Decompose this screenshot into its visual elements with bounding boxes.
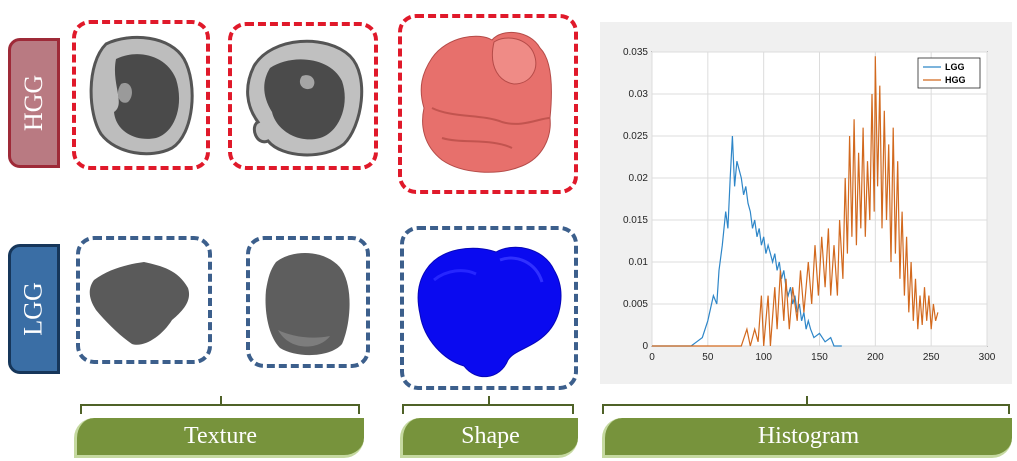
texture-bracket [80, 396, 360, 414]
histogram-chart: 0 50 100 150 200 250 300 0 0.005 0.01 0.015 0.02 0.0… [600, 22, 1012, 384]
x-tick-label: 150 [811, 352, 828, 363]
x-tick-label: 0 [649, 352, 655, 363]
histogram-svg: 0 50 100 150 200 250 300 0 0.005 0.01 0.015 0.02 0.0… [623, 47, 996, 363]
lgg-texture-frame-2 [246, 236, 370, 368]
hgg-texture-slice-1 [89, 35, 194, 156]
shape-column-label: Shape [400, 418, 578, 458]
hgg-texture-frame-2 [228, 22, 378, 170]
x-tick-label: 250 [923, 352, 940, 363]
legend-label-hgg: HGG [945, 75, 966, 85]
y-tick-label: 0.025 [623, 131, 648, 142]
x-tick-label: 50 [702, 352, 714, 363]
lgg-row-text: LGG [19, 282, 48, 336]
series-line-lgg [652, 135, 842, 347]
hgg-shape-render [420, 31, 552, 173]
lgg-shape-frame [400, 226, 578, 390]
x-tick-label: 100 [755, 352, 772, 363]
y-tick-label: 0 [642, 341, 648, 352]
lgg-row-label: LGG [8, 244, 60, 374]
legend-box [917, 57, 981, 89]
series-lines [652, 56, 939, 347]
y-tick-label: 0.015 [623, 215, 648, 226]
y-tick-label: 0.03 [629, 89, 649, 100]
lgg-texture-frame-1 [76, 236, 212, 364]
texture-column-label: Texture [74, 418, 364, 458]
lgg-texture-slice-2 [265, 252, 350, 356]
tick-labels: 0 50 100 150 200 250 300 0 0.005 0.01 0.015 0.02 0.0… [623, 47, 996, 363]
legend-label-lgg: LGG [945, 62, 965, 72]
hgg-row-text: HGG [19, 74, 48, 132]
hgg-shape-frame [398, 14, 578, 194]
hgg-texture-slice-2 [246, 39, 364, 157]
hgg-texture-frame-1 [72, 20, 210, 170]
histogram-column-label: Histogram [602, 418, 1012, 458]
hgg-row-label: HGG [8, 38, 60, 168]
shape-bracket [402, 396, 574, 414]
y-tick-label: 0.005 [623, 299, 648, 310]
x-tick-label: 200 [867, 352, 884, 363]
histogram-bracket [602, 396, 1010, 414]
lgg-texture-slice-1 [89, 262, 190, 345]
series-line-hgg [652, 56, 939, 347]
x-tick-label: 300 [979, 352, 996, 363]
y-tick-label: 0.035 [623, 47, 648, 58]
y-tick-label: 0.02 [629, 173, 649, 184]
lgg-shape-render [417, 246, 562, 378]
y-tick-label: 0.01 [629, 257, 649, 268]
chart-legend: LGG HGG [917, 57, 981, 89]
grid-lines [651, 51, 988, 347]
